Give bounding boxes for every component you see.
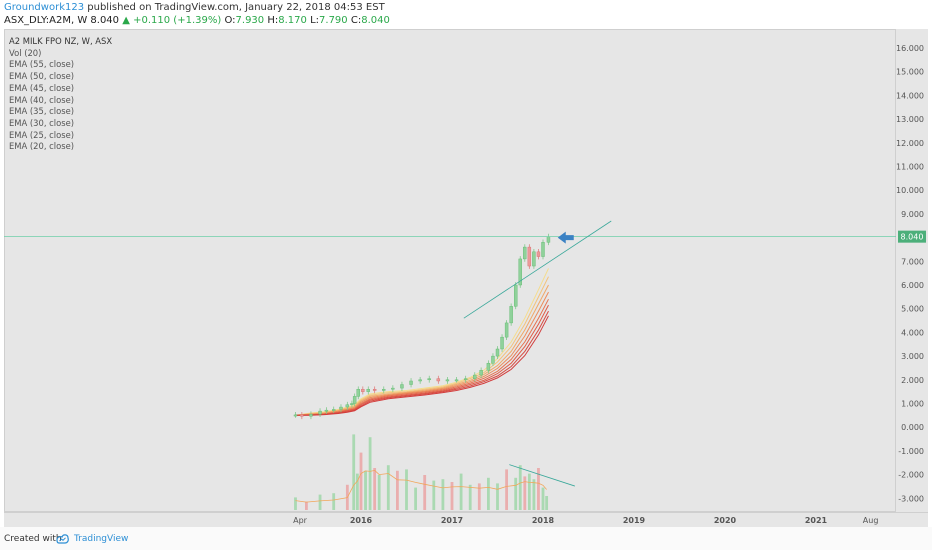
tradingview-brand-link[interactable]: TradingView xyxy=(74,534,129,544)
indicator-legend: A2 MILK FPO NZ, W, ASX Vol (20) EMA (55,… xyxy=(9,36,112,153)
price-axis[interactable] xyxy=(896,29,928,512)
high-value: 8.170 xyxy=(278,15,307,26)
price-change: +0.110 (+1.39%) xyxy=(133,15,222,26)
legend-ema-25[interactable]: EMA (25, close) xyxy=(9,129,74,140)
symbol-label: ASX_DLY:A2M, W xyxy=(4,15,88,26)
time-axis[interactable] xyxy=(4,512,928,528)
open-value: 7.930 xyxy=(235,15,265,26)
low-value: 7.790 xyxy=(319,15,348,26)
chart-header: Groundwork123 published on TradingView.c… xyxy=(0,0,932,28)
author-link[interactable]: Groundwork123 xyxy=(4,2,85,13)
created-with-text: Created with xyxy=(4,534,62,544)
close-value: 8.040 xyxy=(361,15,390,26)
legend-ema-30[interactable]: EMA (30, close) xyxy=(9,117,74,128)
legend-ema-55[interactable]: EMA (55, close) xyxy=(9,59,74,70)
low-label: L: xyxy=(310,15,320,26)
legend-volume[interactable]: Vol (20) xyxy=(9,47,42,58)
published-text: published on TradingView.com, January 22… xyxy=(87,2,385,13)
legend-ema-50[interactable]: EMA (50, close) xyxy=(9,71,74,82)
triangle-up-icon: ▲ xyxy=(122,15,130,26)
open-label: O: xyxy=(224,15,236,26)
tradingview-logo-icon[interactable] xyxy=(56,533,69,544)
legend-ema-35[interactable]: EMA (35, close) xyxy=(9,106,74,117)
quote-line: ASX_DLY:A2M, W 8.040 ▲ +0.110 (+1.39%) O… xyxy=(4,15,390,26)
legend-ema-45[interactable]: EMA (45, close) xyxy=(9,82,74,93)
close-label: C: xyxy=(350,15,362,26)
high-label: H: xyxy=(267,15,279,26)
chart-plot-area[interactable] xyxy=(4,29,896,512)
last-price: 8.040 xyxy=(90,15,120,26)
legend-ema-20[interactable]: EMA (20, close) xyxy=(9,141,74,152)
legend-symbol[interactable]: A2 MILK FPO NZ, W, ASX xyxy=(9,36,113,46)
publish-line: Groundwork123 published on TradingView.c… xyxy=(4,2,385,13)
legend-ema-40[interactable]: EMA (40, close) xyxy=(9,94,74,105)
footer-bar: Created with TradingView xyxy=(0,527,932,550)
